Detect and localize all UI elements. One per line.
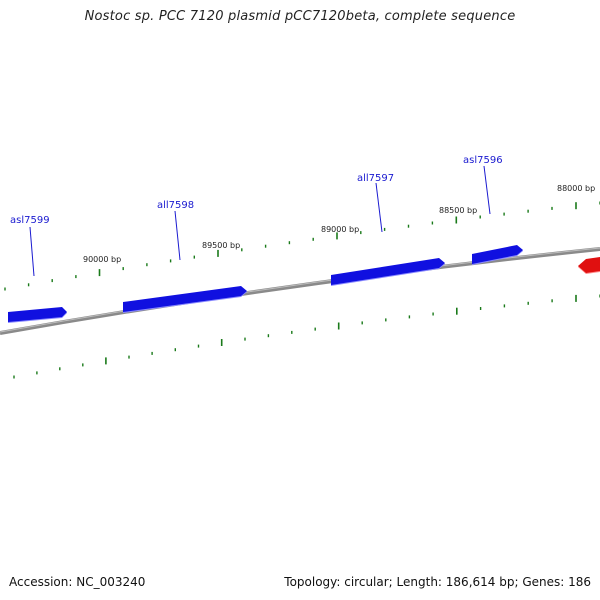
- gene-all7598[interactable]: [123, 286, 247, 313]
- scale-label-89500: 89500 bp: [202, 241, 240, 250]
- map-summary: Topology: circular; Length: 186,614 bp; …: [284, 575, 591, 589]
- gene-label-asl7599[interactable]: asl7599: [10, 215, 50, 226]
- scale-label-89000: 89000 bp: [321, 225, 359, 234]
- scale-label-88500: 88500 bp: [439, 206, 477, 215]
- label-line-all7597: [375, 182, 383, 233]
- gene-all7597[interactable]: [331, 258, 445, 286]
- plasmid-backbone: [0, 247, 600, 335]
- label-line-asl7599: [29, 226, 35, 277]
- gene-reverse-strand[interactable]: [578, 257, 600, 274]
- label-line-asl7596: [483, 165, 491, 215]
- gene-label-all7598[interactable]: all7598: [157, 200, 194, 211]
- gene-label-all7597[interactable]: all7597: [357, 173, 394, 184]
- outer-tick-row: [4, 201, 600, 291]
- gene-track: [8, 245, 600, 323]
- inner-tick-row: [13, 294, 600, 379]
- plasmid-backbone-highlight: [0, 247, 600, 333]
- scale-label-88000: 88000 bp: [557, 184, 595, 193]
- gene-asl7599[interactable]: [8, 307, 67, 323]
- label-line-all7598: [174, 210, 181, 261]
- page-title: Nostoc sp. PCC 7120 plasmid pCC7120beta,…: [84, 9, 516, 24]
- accession-label: Accession: NC_003240: [9, 575, 146, 589]
- gene-label-asl7596[interactable]: asl7596: [463, 155, 503, 166]
- gene-asl7596[interactable]: [472, 245, 523, 265]
- scale-label-90000: 90000 bp: [83, 255, 121, 264]
